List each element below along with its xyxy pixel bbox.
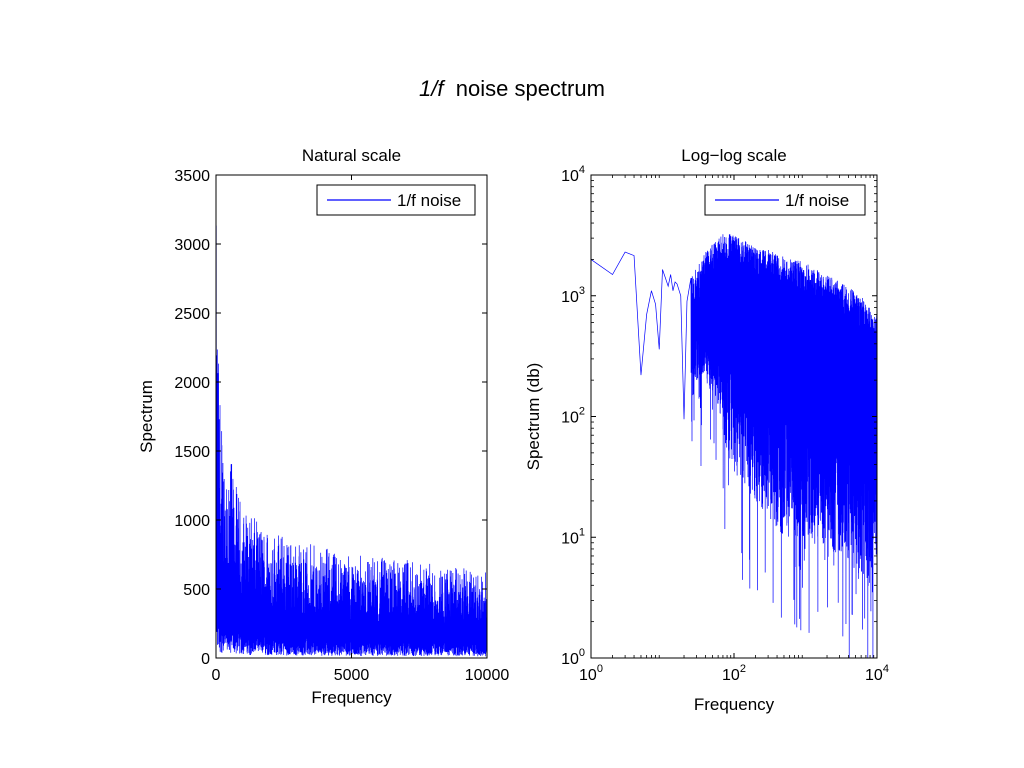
y-tick-label: 101	[561, 526, 585, 547]
page-title-rest: noise spectrum	[455, 76, 605, 101]
series-1-trace	[591, 234, 877, 658]
x-axis-label: Frequency	[694, 695, 775, 714]
x-axis-label: Frequency	[311, 688, 392, 707]
y-tick-label: 102	[561, 406, 585, 427]
page-title: 1/f noise spectrum	[0, 76, 1024, 102]
y-tick-label: 2500	[174, 306, 210, 323]
chart-title: Log−log scale	[681, 146, 786, 165]
legend-label: 1/f noise	[397, 191, 461, 210]
x-tick-label: 10000	[465, 667, 510, 684]
y-tick-label: 104	[561, 164, 585, 185]
series-1-line	[216, 225, 487, 657]
y-axis-label: Spectrum	[137, 380, 156, 453]
series-1-line	[591, 234, 877, 658]
y-tick-label: 0	[201, 651, 210, 668]
x-tick-label: 104	[865, 663, 889, 684]
page-title-italic: 1/f	[419, 76, 444, 101]
y-tick-label: 3500	[174, 168, 210, 185]
x-tick-label: 102	[722, 663, 746, 684]
chart-panel-2: Log−log scale 100 102 104 100 101 102 103 104 Fre…	[524, 146, 889, 714]
x-tick-label: 100	[579, 663, 603, 684]
y-tick-label: 103	[561, 285, 585, 306]
x-tick-label: 0	[212, 667, 221, 684]
y-tick-label: 2000	[174, 375, 210, 392]
legend-label: 1/f noise	[785, 191, 849, 210]
y-axis-label: Spectrum (db)	[524, 363, 543, 471]
y-tick-label: 3000	[174, 237, 210, 254]
y-tick-label: 500	[183, 582, 210, 599]
y-tick-label: 100	[561, 647, 585, 668]
y-tick-label: 1000	[174, 513, 210, 530]
x-tick-label: 5000	[334, 667, 370, 684]
chart-title: Natural scale	[302, 146, 401, 165]
y-tick-label: 1500	[174, 444, 210, 461]
chart-panel-1: Natural scale 0 5000 10000 0 500 1000 1500 2000 2…	[137, 146, 509, 707]
series-1-trace	[216, 225, 487, 657]
